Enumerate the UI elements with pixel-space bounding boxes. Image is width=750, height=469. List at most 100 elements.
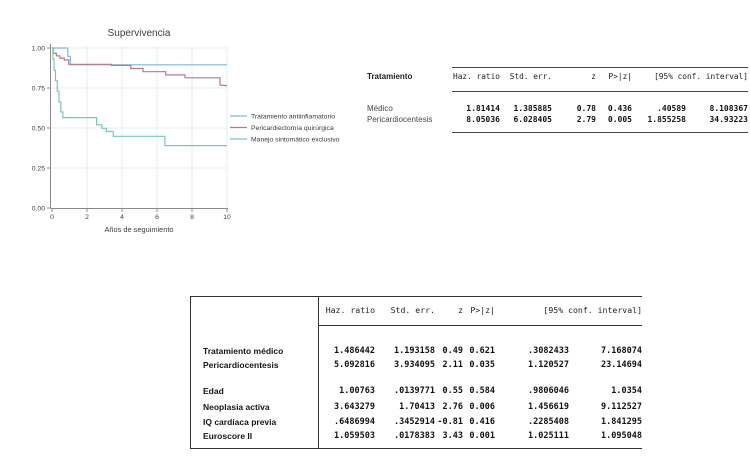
table-cell: 0.49 [442,346,463,356]
table-cell: 1.855258 [647,115,686,124]
table-cell: 2.79 [576,115,596,124]
table-cell: 0.035 [469,360,495,370]
x-tick-label: 10 [223,214,231,221]
table-rule [452,132,748,133]
table-cell: 3.43 [442,431,463,441]
table-row-label: Euroscore II [203,431,253,441]
table-cell: 2.11 [442,360,463,370]
table-cell: 1.095048 [601,431,642,441]
table-cell: 0.416 [469,417,495,427]
cox-table-multivariable: Haz. ratio Std. err. z P>|z| [95% conf. … [190,296,642,449]
km-curve-2 [52,47,227,147]
table-cell: .2285408 [528,417,569,427]
table-cell: 1.193158 [394,346,435,356]
table-cell: 0.006 [469,402,495,412]
table-cell: 1.059503 [334,431,375,441]
table-divider [318,297,319,448]
table-cell: -0.81 [437,417,463,427]
table-row-label: Edad [203,386,224,396]
x-tick-label: 4 [120,214,124,221]
km-chart-svg: Supervivencia 1.00 0.75 0.50 0.25 0.00 0… [32,28,340,234]
chart-title: Supervivencia [108,28,171,39]
column-header: P>|z| [608,72,632,81]
legend-label: Pericardiectomía quirúrgica [251,125,334,132]
table-row: Tratamiento médico 1.486442 1.193158 0.4… [191,346,642,356]
column-header: Haz. ratio [453,72,500,81]
x-axis-title: Años de seguimiento [104,225,173,234]
table-cell: 2.76 [442,402,463,412]
table-cell: 0.78 [576,104,596,113]
table-row: Edad 1.00763 .0139771 0.55 0.584 .980604… [191,386,642,396]
column-header: [95% conf. interval] [543,305,642,315]
chart-gridlines [51,46,228,208]
table-cell: 0.55 [442,386,463,396]
table-row-label: Pericardiocentesis [203,360,279,370]
table-cell: 3.643279 [334,402,375,412]
x-tick-label: 0 [50,214,54,221]
y-tick-label: 1.00 [32,46,45,53]
table-cell: 1.456619 [528,402,569,412]
table-cell: .3452914 [394,417,435,427]
table-cell: 34.93223 [709,115,748,124]
km-curve-0 [52,47,227,66]
table-row-label: Tratamiento médico [203,346,284,356]
cox-table-treatment: Tratamiento Médico Pericardiocentesis Ha… [365,55,748,137]
table-cell: 0.001 [469,431,495,441]
column-header: [95% conf. interval] [654,72,748,81]
chart-legend: Tratamiento antiinflamatorio Pericardiec… [230,114,340,144]
table-row: Euroscore II 1.059503 .0178383 3.43 0.00… [191,431,642,441]
legend-label: Tratamiento antiinflamatorio [251,114,335,121]
table-cell: 0.584 [469,386,495,396]
y-tick-label: 0.75 [32,86,45,93]
table-rule [452,91,748,92]
legend-label: Manejo sintomático exclusivo [251,137,340,144]
y-tick-label: 0.50 [32,126,45,133]
table-rule [318,325,642,326]
table-cell: .0178383 [394,431,435,441]
table-cell: 5.092816 [334,360,375,370]
table-cell: 23.14694 [601,360,642,370]
table-cell: 3.934095 [394,360,435,370]
table-row-label: Médico [367,104,393,113]
table-cell: 1.025111 [528,431,569,441]
x-tick-label: 2 [85,214,89,221]
table-cell: 1.486442 [334,346,375,356]
table-cell: 1.841295 [601,417,642,427]
table-row: 1.81414 1.385885 0.78 0.436 .40589 8.108… [452,104,748,113]
km-curves [52,47,228,147]
table-cell: .9806046 [528,386,569,396]
x-tick-label: 8 [190,214,194,221]
column-header: z [458,305,463,315]
table-cell: .40589 [657,104,686,113]
table-cell: 7.168074 [601,346,642,356]
table-cell: .0139771 [394,386,435,396]
column-header: Haz. ratio [325,305,375,315]
km-curve-1 [52,47,228,87]
table-cell: 1.0354 [611,386,642,396]
table-cell: 8.05036 [466,115,500,124]
table-header-row: Haz. ratio Std. err. z P>|z| [95% conf. … [319,305,642,315]
table-cell: 1.70413 [399,402,435,412]
table-row-header: Tratamiento [367,72,413,81]
column-header: z [591,72,596,81]
table-cell: 9.112527 [601,402,642,412]
table-row-label: Neoplasia activa [203,402,270,412]
table-cell: 6.028405 [513,115,552,124]
x-tick-label: 6 [155,214,159,221]
table-cell: 1.385885 [513,104,552,113]
column-header: Std. err. [390,305,435,315]
table-row-label: IQ cardíaca previa [203,417,277,427]
table-cell: .6486994 [334,417,375,427]
table-cell: 0.621 [469,346,495,356]
table-row: Pericardiocentesis 5.092816 3.934095 2.1… [191,360,642,370]
table-row: 8.05036 6.028405 2.79 0.005 1.855258 34.… [452,115,748,124]
y-tick-label: 0.25 [32,166,45,173]
y-tick-label: 0.00 [32,206,45,213]
table-rule [452,67,748,68]
y-axis: 1.00 0.75 0.50 0.25 0.00 [32,44,51,213]
column-header: Std. err. [509,72,552,81]
table-cell: 1.120527 [528,360,569,370]
table-row: IQ cardíaca previa .6486994 .3452914 -0.… [191,417,642,427]
table-cell: 0.436 [607,104,632,113]
